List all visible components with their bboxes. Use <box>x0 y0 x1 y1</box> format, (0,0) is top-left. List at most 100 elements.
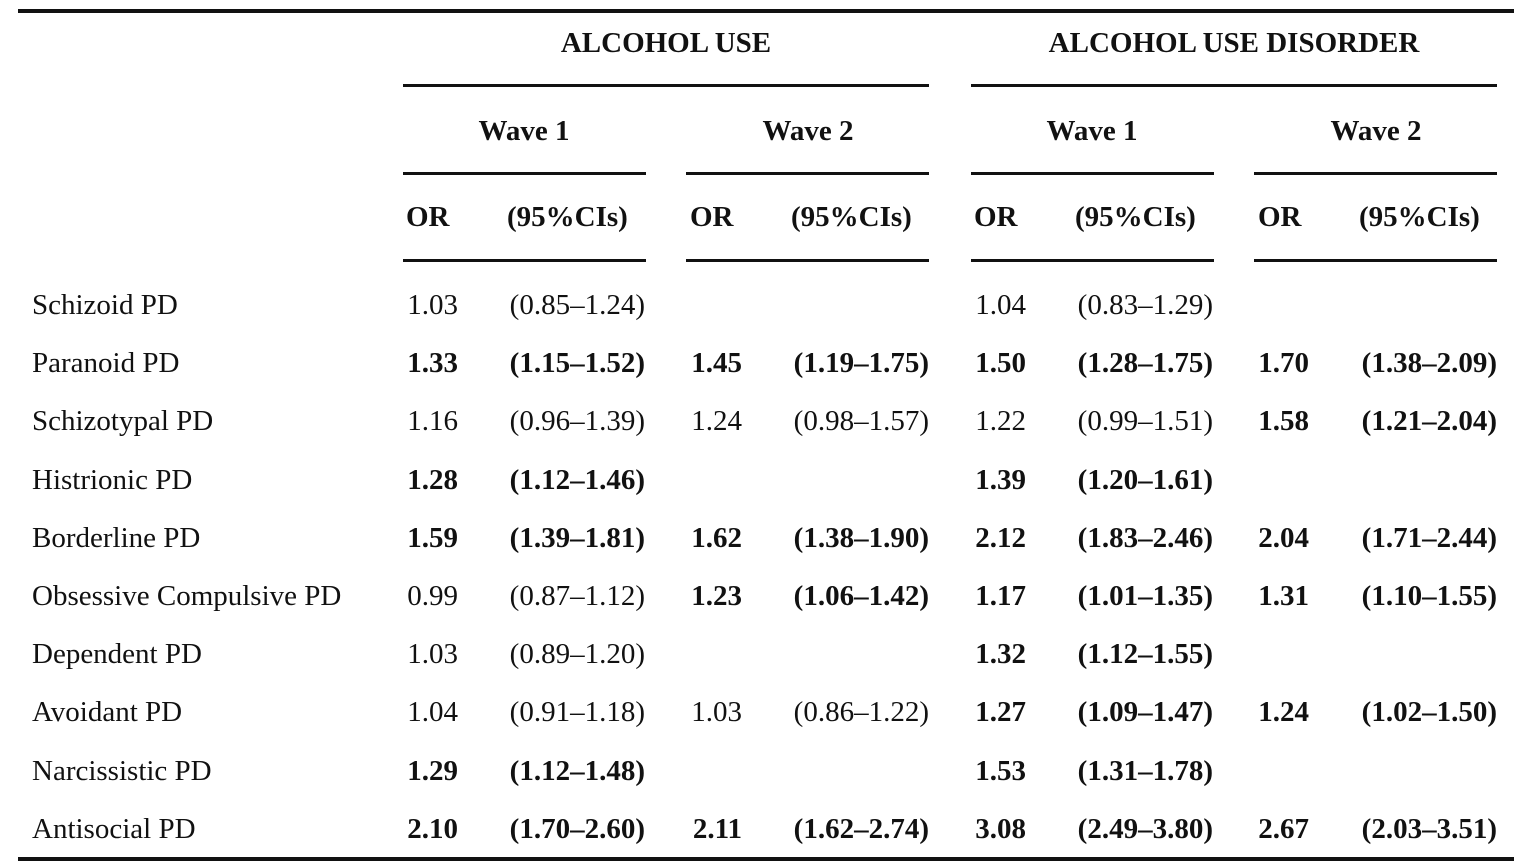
confidence-interval-cell: (1.10–1.55) <box>1361 580 1497 612</box>
row-label: Avoidant PD <box>32 696 183 728</box>
confidence-interval-cell: (1.62–2.74) <box>793 813 929 845</box>
confidence-interval-cell: (1.38–2.09) <box>1361 347 1497 379</box>
confidence-interval-cell: (1.15–1.52) <box>509 347 645 379</box>
confidence-interval-cell: (2.49–3.80) <box>1077 813 1213 845</box>
odds-ratio-cell: 2.11 <box>692 813 742 845</box>
confidence-interval-cell: (1.71–2.44) <box>1361 522 1497 554</box>
col-header-ci: (95%CIs) <box>507 201 628 233</box>
odds-ratio-cell: 1.33 <box>407 347 458 379</box>
confidence-interval-cell: (0.83–1.29) <box>1077 289 1213 321</box>
confidence-interval-cell: (1.39–1.81) <box>509 522 645 554</box>
odds-ratio-cell: 1.04 <box>975 289 1026 321</box>
row-label: Dependent PD <box>32 638 202 670</box>
wave-rule-3 <box>971 172 1214 175</box>
wave-header-1: Wave 1 <box>478 115 570 147</box>
row-label: Schizotypal PD <box>32 405 214 437</box>
odds-ratio-cell: 1.27 <box>975 696 1026 728</box>
odds-ratio-cell: 1.39 <box>975 464 1026 496</box>
wave-rule-2 <box>686 172 929 175</box>
top-rule <box>18 9 1514 13</box>
odds-ratio-cell: 1.03 <box>407 289 458 321</box>
odds-ratio-cell: 1.62 <box>691 522 742 554</box>
col-rule-1 <box>403 259 646 262</box>
wave-header-3: Wave 1 <box>1046 115 1138 147</box>
odds-ratio-cell: 1.53 <box>975 755 1026 787</box>
odds-ratio-cell: 1.22 <box>975 405 1026 437</box>
group-rule-alcohol-use <box>403 84 929 87</box>
wave-header-2: Wave 2 <box>762 115 854 147</box>
confidence-interval-cell: (1.12–1.46) <box>509 464 645 496</box>
confidence-interval-cell: (1.28–1.75) <box>1077 347 1213 379</box>
confidence-interval-cell: (2.03–3.51) <box>1361 813 1497 845</box>
odds-ratio-cell: 2.67 <box>1258 813 1309 845</box>
col-rule-3 <box>971 259 1214 262</box>
col-header-or: OR <box>690 201 734 233</box>
confidence-interval-cell: (0.96–1.39) <box>509 405 645 437</box>
odds-ratio-cell: 1.24 <box>691 405 742 437</box>
bottom-rule <box>18 857 1514 861</box>
wave-header-4: Wave 2 <box>1330 115 1422 147</box>
odds-ratio-cell: 2.12 <box>975 522 1026 554</box>
wave-rule-4 <box>1254 172 1497 175</box>
confidence-interval-cell: (1.02–1.50) <box>1361 696 1497 728</box>
odds-ratio-cell: 1.45 <box>691 347 742 379</box>
col-header-or: OR <box>974 201 1018 233</box>
row-label: Paranoid PD <box>32 347 180 379</box>
confidence-interval-cell: (0.85–1.24) <box>509 289 645 321</box>
confidence-interval-cell: (1.83–2.46) <box>1077 522 1213 554</box>
row-label: Histrionic PD <box>32 464 193 496</box>
confidence-interval-cell: (1.21–2.04) <box>1361 405 1497 437</box>
odds-ratio-cell: 1.04 <box>407 696 458 728</box>
odds-ratio-cell: 1.03 <box>407 638 458 670</box>
odds-ratio-cell: 1.29 <box>407 755 458 787</box>
confidence-interval-cell: (1.12–1.48) <box>509 755 645 787</box>
col-header-ci: (95%CIs) <box>1359 201 1480 233</box>
col-header-or: OR <box>1258 201 1302 233</box>
confidence-interval-cell: (0.86–1.22) <box>793 696 929 728</box>
confidence-interval-cell: (0.91–1.18) <box>509 696 645 728</box>
odds-ratio-cell: 1.58 <box>1258 405 1309 437</box>
confidence-interval-cell: (1.01–1.35) <box>1077 580 1213 612</box>
odds-ratio-cell: 1.59 <box>407 522 458 554</box>
row-label: Schizoid PD <box>32 289 178 321</box>
odds-ratio-cell: 1.17 <box>975 580 1026 612</box>
odds-ratio-cell: 2.04 <box>1258 522 1309 554</box>
confidence-interval-cell: (0.98–1.57) <box>793 405 929 437</box>
col-header-ci: (95%CIs) <box>791 201 912 233</box>
confidence-interval-cell: (1.70–2.60) <box>509 813 645 845</box>
col-header-or: OR <box>406 201 450 233</box>
group-rule-alcohol-use-disorder <box>971 84 1497 87</box>
odds-ratio-cell: 3.08 <box>975 813 1026 845</box>
confidence-interval-cell: (1.20–1.61) <box>1077 464 1213 496</box>
odds-ratio-cell: 1.31 <box>1258 580 1309 612</box>
confidence-interval-cell: (0.87–1.12) <box>509 580 645 612</box>
odds-ratio-cell: 1.28 <box>407 464 458 496</box>
odds-ratio-cell: 1.03 <box>691 696 742 728</box>
group-header-alcohol-use-disorder: ALCOHOL USE DISORDER <box>1048 27 1420 59</box>
col-rule-2 <box>686 259 929 262</box>
confidence-interval-cell: (0.99–1.51) <box>1077 405 1213 437</box>
row-label: Narcissistic PD <box>32 755 212 787</box>
odds-ratio-cell: 1.23 <box>691 580 742 612</box>
row-label: Antisocial PD <box>32 813 196 845</box>
group-header-alcohol-use: ALCOHOL USE <box>560 27 772 59</box>
col-header-ci: (95%CIs) <box>1075 201 1196 233</box>
odds-ratio-cell: 1.50 <box>975 347 1026 379</box>
odds-ratio-cell: 1.24 <box>1258 696 1309 728</box>
row-label: Obsessive Compulsive PD <box>32 580 342 612</box>
odds-ratio-cell: 1.70 <box>1258 347 1309 379</box>
odds-ratio-cell: 1.32 <box>975 638 1026 670</box>
confidence-interval-cell: (1.09–1.47) <box>1077 696 1213 728</box>
confidence-interval-cell: (1.31–1.78) <box>1077 755 1213 787</box>
confidence-interval-cell: (1.12–1.55) <box>1077 638 1213 670</box>
confidence-interval-cell: (0.89–1.20) <box>509 638 645 670</box>
odds-ratio-cell: 0.99 <box>407 580 458 612</box>
confidence-interval-cell: (1.06–1.42) <box>793 580 929 612</box>
row-label: Borderline PD <box>32 522 201 554</box>
wave-rule-1 <box>403 172 646 175</box>
odds-ratio-cell: 1.16 <box>407 405 458 437</box>
confidence-interval-cell: (1.38–1.90) <box>793 522 929 554</box>
odds-ratio-cell: 2.10 <box>407 813 458 845</box>
confidence-interval-cell: (1.19–1.75) <box>793 347 929 379</box>
col-rule-4 <box>1254 259 1497 262</box>
